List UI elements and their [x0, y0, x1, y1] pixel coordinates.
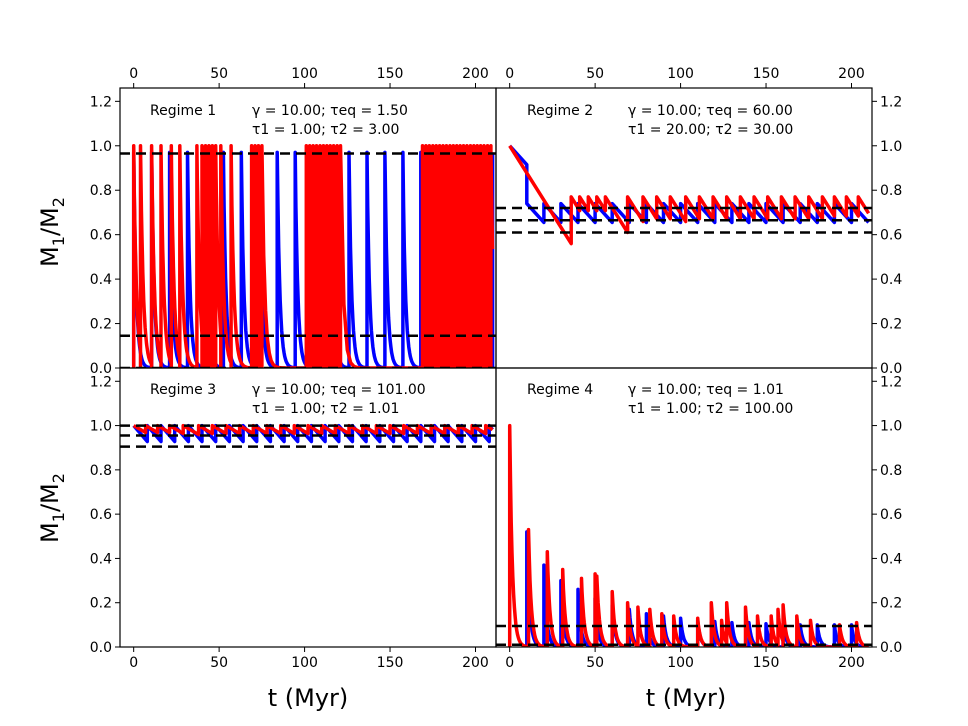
y-tick-label: 0.4: [90, 272, 112, 288]
y-label-top-sub1: 1: [49, 236, 68, 246]
panel-4-title: Regime 4: [527, 382, 593, 398]
y-tick-label: 0.8: [880, 183, 902, 199]
x-tick-label: 0: [505, 655, 514, 671]
y-axis-label-top: M1/M2: [36, 197, 68, 267]
panel-4-params-line1: γ = 10.00; τeq = 1.01: [628, 382, 784, 398]
y-tick-label: 1.2: [880, 94, 902, 110]
y-tick-label: 0.8: [90, 463, 112, 479]
y-tick-label: 0.8: [880, 463, 902, 479]
y-tick-label: 0.0: [880, 361, 902, 377]
plot-area-3: [120, 423, 496, 448]
y-tick-label: 1.2: [90, 94, 112, 110]
y-tick-label: 0.4: [880, 272, 902, 288]
x-tick-label: 100: [291, 66, 318, 82]
panel-regime-2: 0.0 0.2 0.4 0.6 0.8 1.0 1.2 0 50 100 150 200: [495, 66, 902, 377]
y-axis-label-bottom: M1/M2: [36, 473, 68, 543]
y-tick-label: 0.4: [90, 551, 112, 567]
panel-regime-4: 0.0 0.2 0.4 0.6 0.8 1.0 1.2 0 50 100 150 200: [495, 367, 902, 671]
y-label-top-sub2: 2: [49, 197, 68, 207]
y-tick-label: 1.2: [880, 374, 902, 390]
x-tick-label: 200: [462, 66, 489, 82]
x-tick-label: 200: [462, 655, 489, 671]
y-label-bottom-base2: M: [36, 483, 64, 504]
x-tick-label: 150: [753, 655, 780, 671]
y-tick-label: 0.4: [880, 551, 902, 567]
y-tick-label: 1.2: [90, 374, 112, 390]
x-tick-label: 50: [586, 655, 604, 671]
y-tick-label: 0.6: [90, 507, 112, 523]
plot-area-1: [120, 144, 496, 368]
panel-2-title: Regime 2: [527, 103, 593, 119]
y-label-bottom-base: M: [36, 522, 64, 543]
axes-frame: [495, 367, 873, 648]
panel-regime-3: 0.0 0.2 0.4 0.6 0.8 1.0 1.2 0 50 100 150 200: [90, 367, 497, 671]
x-tick-label: 50: [586, 66, 604, 82]
x-tick-label: 50: [210, 66, 228, 82]
panel-2-params-line2: τ1 = 20.00; τ2 = 30.00: [628, 122, 793, 138]
y-tick-label: 1.0: [880, 419, 902, 435]
y-tick-label: 0.2: [880, 596, 902, 612]
y-label-top-base2: M: [36, 207, 64, 228]
x-tick-label: 0: [505, 66, 514, 82]
y-tick-label: 1.0: [90, 419, 112, 435]
series-red-line: [132, 423, 494, 437]
panel-3-title: Regime 3: [150, 382, 216, 398]
panel-3-params-line1: γ = 10.00; τeq = 101.00: [252, 382, 426, 398]
y-label-top-base: M: [36, 246, 64, 267]
y-tick-label: 0.0: [880, 640, 902, 656]
y-tick-label: 0.0: [90, 640, 112, 656]
svg-text:M1/M2: M1/M2: [36, 197, 68, 267]
x-tick-label: 200: [838, 66, 865, 82]
y-tick-label: 0.8: [90, 183, 112, 199]
y-tick-label: 0.6: [880, 507, 902, 523]
panel-3-params-line2: τ1 = 1.00; τ2 = 1.01: [252, 401, 399, 417]
x-tick-label: 200: [838, 655, 865, 671]
x-axis-label-right: t (Myr): [646, 684, 727, 712]
panel-1-title: Regime 1: [150, 103, 216, 119]
y-label-bottom-sub1: 1: [49, 512, 68, 522]
x-tick-label: 150: [753, 66, 780, 82]
panel-regime-1: 0.0 0.2 0.4 0.6 0.8 1.0 1.2 0 50 100 150 200: [90, 66, 497, 377]
x-tick-label: 100: [667, 66, 694, 82]
x-tick-label: 50: [210, 655, 228, 671]
svg-text:M1/M2: M1/M2: [36, 473, 68, 543]
x-tick-label: 100: [291, 655, 318, 671]
x-axis-label-left: t (Myr): [268, 684, 349, 712]
y-tick-label: 1.0: [90, 139, 112, 155]
panel-2-params-line1: γ = 10.00; τeq = 60.00: [628, 103, 793, 119]
x-tick-label: 0: [129, 655, 138, 671]
y-tick-label: 0.2: [90, 317, 112, 333]
plot-area-2: [496, 144, 872, 246]
y-tick-label: 0.2: [90, 596, 112, 612]
panel-1-params-line2: τ1 = 1.00; τ2 = 3.00: [252, 122, 399, 138]
y-tick-label: 0.0: [90, 361, 112, 377]
y-tick-label: 1.0: [880, 139, 902, 155]
y-label-bottom-sub2: 2: [49, 473, 68, 483]
x-tick-label: 0: [129, 66, 138, 82]
panel-4-params-line2: τ1 = 1.00; τ2 = 100.00: [628, 401, 793, 417]
x-tick-label: 150: [377, 655, 404, 671]
y-tick-label: 0.6: [880, 228, 902, 244]
x-tick-label: 100: [667, 655, 694, 671]
y-tick-label: 0.6: [90, 228, 112, 244]
y-tick-label: 0.2: [880, 317, 902, 333]
x-tick-label: 150: [377, 66, 404, 82]
panel-1-params-line1: γ = 10.00; τeq = 1.50: [252, 103, 408, 119]
